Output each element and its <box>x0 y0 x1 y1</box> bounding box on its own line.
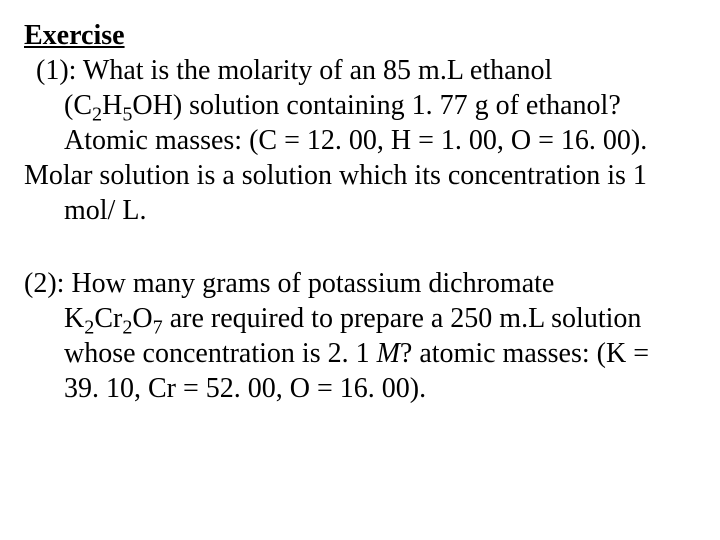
q1-label: (1): <box>36 55 83 86</box>
q2-text-3b: ? atomic masses: (K = <box>400 338 649 369</box>
q2-line4: 39. 10, Cr = 52. 00, O = 16. 00). <box>24 371 696 406</box>
q1-molar-line2: mol/ L. <box>24 193 696 228</box>
q2-formula-k: K <box>64 303 84 334</box>
q2-line1: (2): How many grams of potassium dichrom… <box>24 266 696 301</box>
q2-label: (2): <box>24 268 71 299</box>
q1-formula-rest: OH) solution containing 1. 77 g of ethan… <box>132 90 620 121</box>
q2-text-1: How many grams of potassium dichromate <box>71 268 554 299</box>
q2-formula-cr: Cr <box>94 303 122 334</box>
q1-line1: (1): What is the molarity of an 85 m.L e… <box>24 53 696 88</box>
q1-molar-line1: Molar solution is a solution which its c… <box>24 158 696 193</box>
q1-formula-c: (C <box>64 90 92 121</box>
q2-text-2: are required to prepare a 250 m.L soluti… <box>163 303 642 334</box>
q1-formula-h: H <box>102 90 122 121</box>
q2-formula-o: O <box>132 303 152 334</box>
q2-text-3a: whose concentration is 2. 1 <box>64 338 377 369</box>
q2-molarity-symbol: M <box>377 338 400 369</box>
q2-line2: K2Cr2O7 are required to prepare a 250 m.… <box>24 301 696 336</box>
exercise-slide: Exercise (1): What is the molarity of an… <box>0 0 720 540</box>
exercise-2-block: (2): How many grams of potassium dichrom… <box>24 266 696 406</box>
q1-line3: Atomic masses: (C = 12. 00, H = 1. 00, O… <box>24 123 696 158</box>
q1-text-1: What is the molarity of an 85 m.L ethano… <box>83 55 552 86</box>
exercise-heading: Exercise <box>24 18 696 53</box>
q1-line2: (C2H5OH) solution containing 1. 77 g of … <box>24 88 696 123</box>
exercise-1-block: Exercise (1): What is the molarity of an… <box>24 18 696 228</box>
q2-line3: whose concentration is 2. 1 M? atomic ma… <box>24 336 696 371</box>
